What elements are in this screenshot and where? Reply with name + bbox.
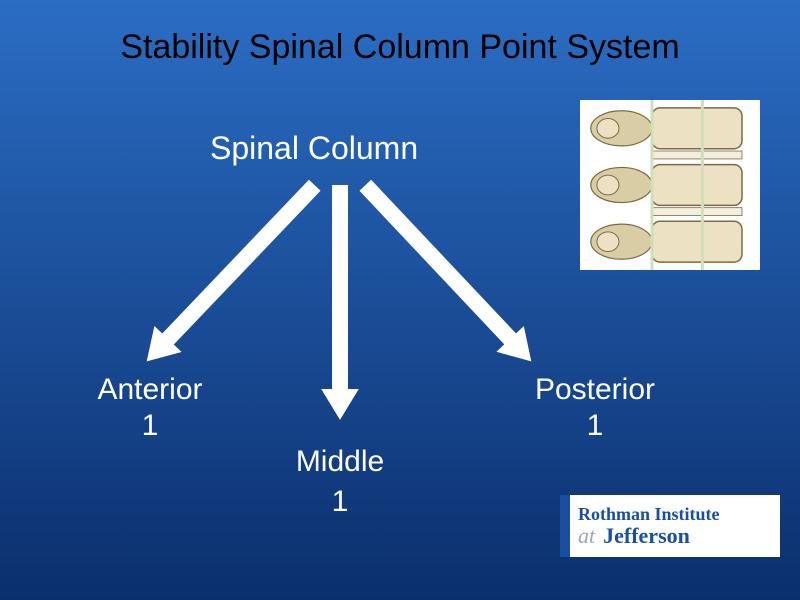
slide: Stability Spinal Column Point System Spi… [0, 0, 800, 600]
column-label-anterior: Anterior [30, 373, 270, 407]
column-value-anterior: 1 [30, 409, 270, 443]
column-label-posterior: Posterior [475, 373, 715, 407]
column-value-middle: 1 [220, 485, 460, 519]
logo-line2-main: Jefferson [603, 523, 690, 548]
column-label-middle: Middle [220, 445, 460, 479]
logo-accent-bar [560, 495, 570, 557]
spine-illustration [580, 100, 760, 270]
logo-line2: at Jefferson [578, 524, 780, 548]
column-value-posterior: 1 [475, 409, 715, 443]
rothman-logo: Rothman Institute at Jefferson [560, 495, 780, 557]
logo-line1: Rothman Institute [578, 505, 780, 524]
logo-line2-prefix: at [578, 523, 595, 548]
